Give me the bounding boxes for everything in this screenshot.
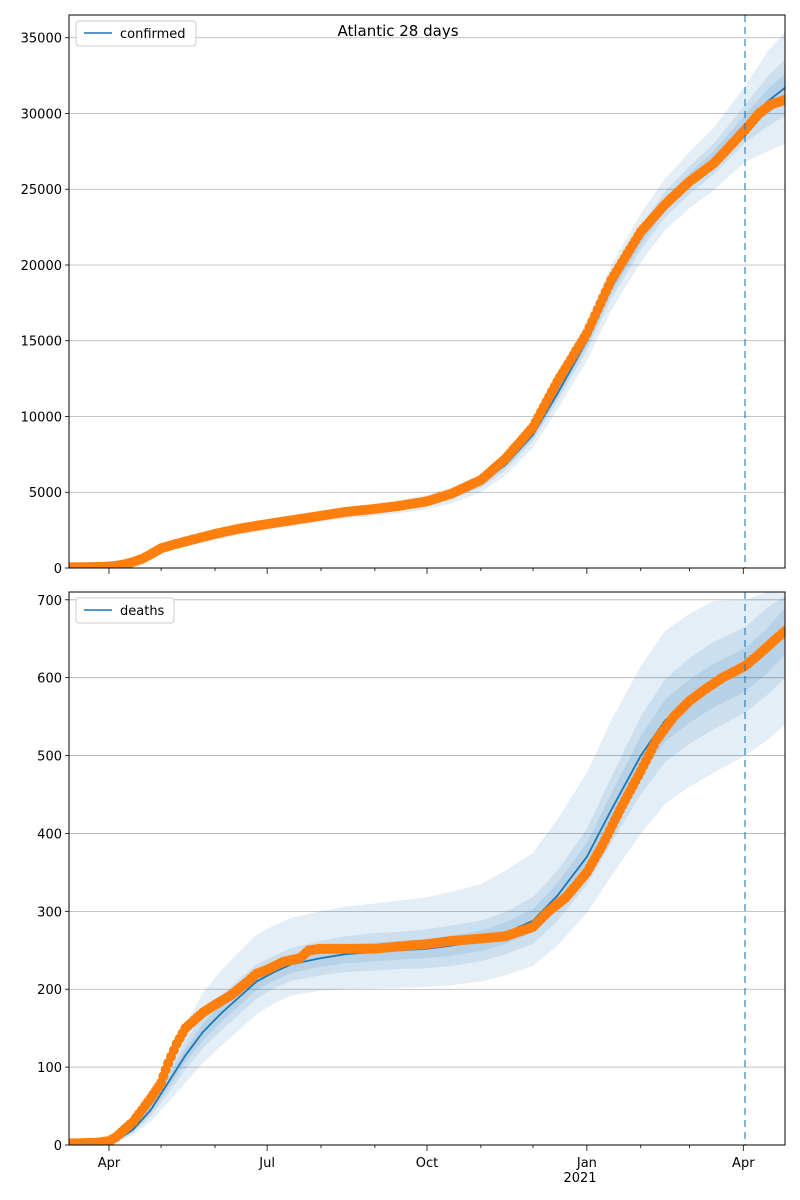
confirmed-y-tick-label: 15000 xyxy=(21,335,62,350)
confirmed-legend: confirmed xyxy=(75,20,197,47)
confirmed-y-tick-label: 10000 xyxy=(21,410,62,425)
x-tick-year-label: 2021 xyxy=(563,1171,596,1186)
deaths-x-tick-label: Apr xyxy=(98,1156,121,1171)
deaths-observed-point xyxy=(780,625,785,636)
confirmed-y-tick-label: 25000 xyxy=(21,183,62,198)
deaths-y-tick-label: 500 xyxy=(37,750,62,765)
confirmed-uncertainty-band xyxy=(69,59,785,568)
confirmed-uncertainty-band xyxy=(69,73,785,568)
deaths-legend-label: deaths xyxy=(120,604,165,619)
deaths-x-tick-label: Jan xyxy=(576,1156,597,1171)
confirmed-legend-box xyxy=(75,20,197,47)
confirmed-uncertainty-band xyxy=(69,31,785,568)
deaths-uncertainty-band xyxy=(69,592,785,1145)
deaths-series-group xyxy=(69,592,785,1145)
deaths-y-tick-label: 300 xyxy=(37,905,62,920)
deaths-legend-box xyxy=(75,597,175,624)
deaths-y-tick-label: 100 xyxy=(37,1061,62,1076)
deaths-x-tick-label: Jul xyxy=(258,1156,275,1171)
confirmed-axes-frame xyxy=(68,14,786,569)
deaths-y-tick-label: 200 xyxy=(37,983,62,998)
deaths-legend: deaths xyxy=(75,597,175,624)
confirmed-y-tick-label: 0 xyxy=(54,562,62,577)
confirmed-legend-label: confirmed xyxy=(120,27,186,42)
confirmed-observed-point xyxy=(780,94,785,105)
deaths-y-tick-label: 400 xyxy=(37,827,62,842)
deaths-plot-area: 0 100 200 300 400 500 600 700 Apr Jul Oct Jan Apr xyxy=(37,591,786,1171)
confirmed-chart: 0 5000 10000 15000 20000 25000 30000 35000 conf… xyxy=(21,14,786,577)
figure-title: Atlantic 28 days xyxy=(337,22,458,40)
confirmed-plot-area: 0 5000 10000 15000 20000 25000 30000 35000 xyxy=(21,14,786,577)
deaths-x-tick-label: Oct xyxy=(416,1156,438,1171)
deaths-y-tick-label: 600 xyxy=(37,672,62,687)
deaths-y-tick-label: 700 xyxy=(37,594,62,609)
confirmed-y-tick-label: 35000 xyxy=(21,32,62,47)
confirmed-y-tick-label: 20000 xyxy=(21,259,62,274)
deaths-x-tick-label: Apr xyxy=(732,1156,755,1171)
confirmed-series-group xyxy=(69,31,785,568)
deaths-y-tick-label: 0 xyxy=(54,1139,62,1154)
deaths-chart: 0 100 200 300 400 500 600 700 Apr Jul Oct Jan Apr de… xyxy=(37,591,786,1171)
deaths-uncertainty-band xyxy=(69,595,785,1145)
confirmed-y-tick-label: 5000 xyxy=(29,486,62,501)
confirmed-y-tick-label: 30000 xyxy=(21,107,62,122)
